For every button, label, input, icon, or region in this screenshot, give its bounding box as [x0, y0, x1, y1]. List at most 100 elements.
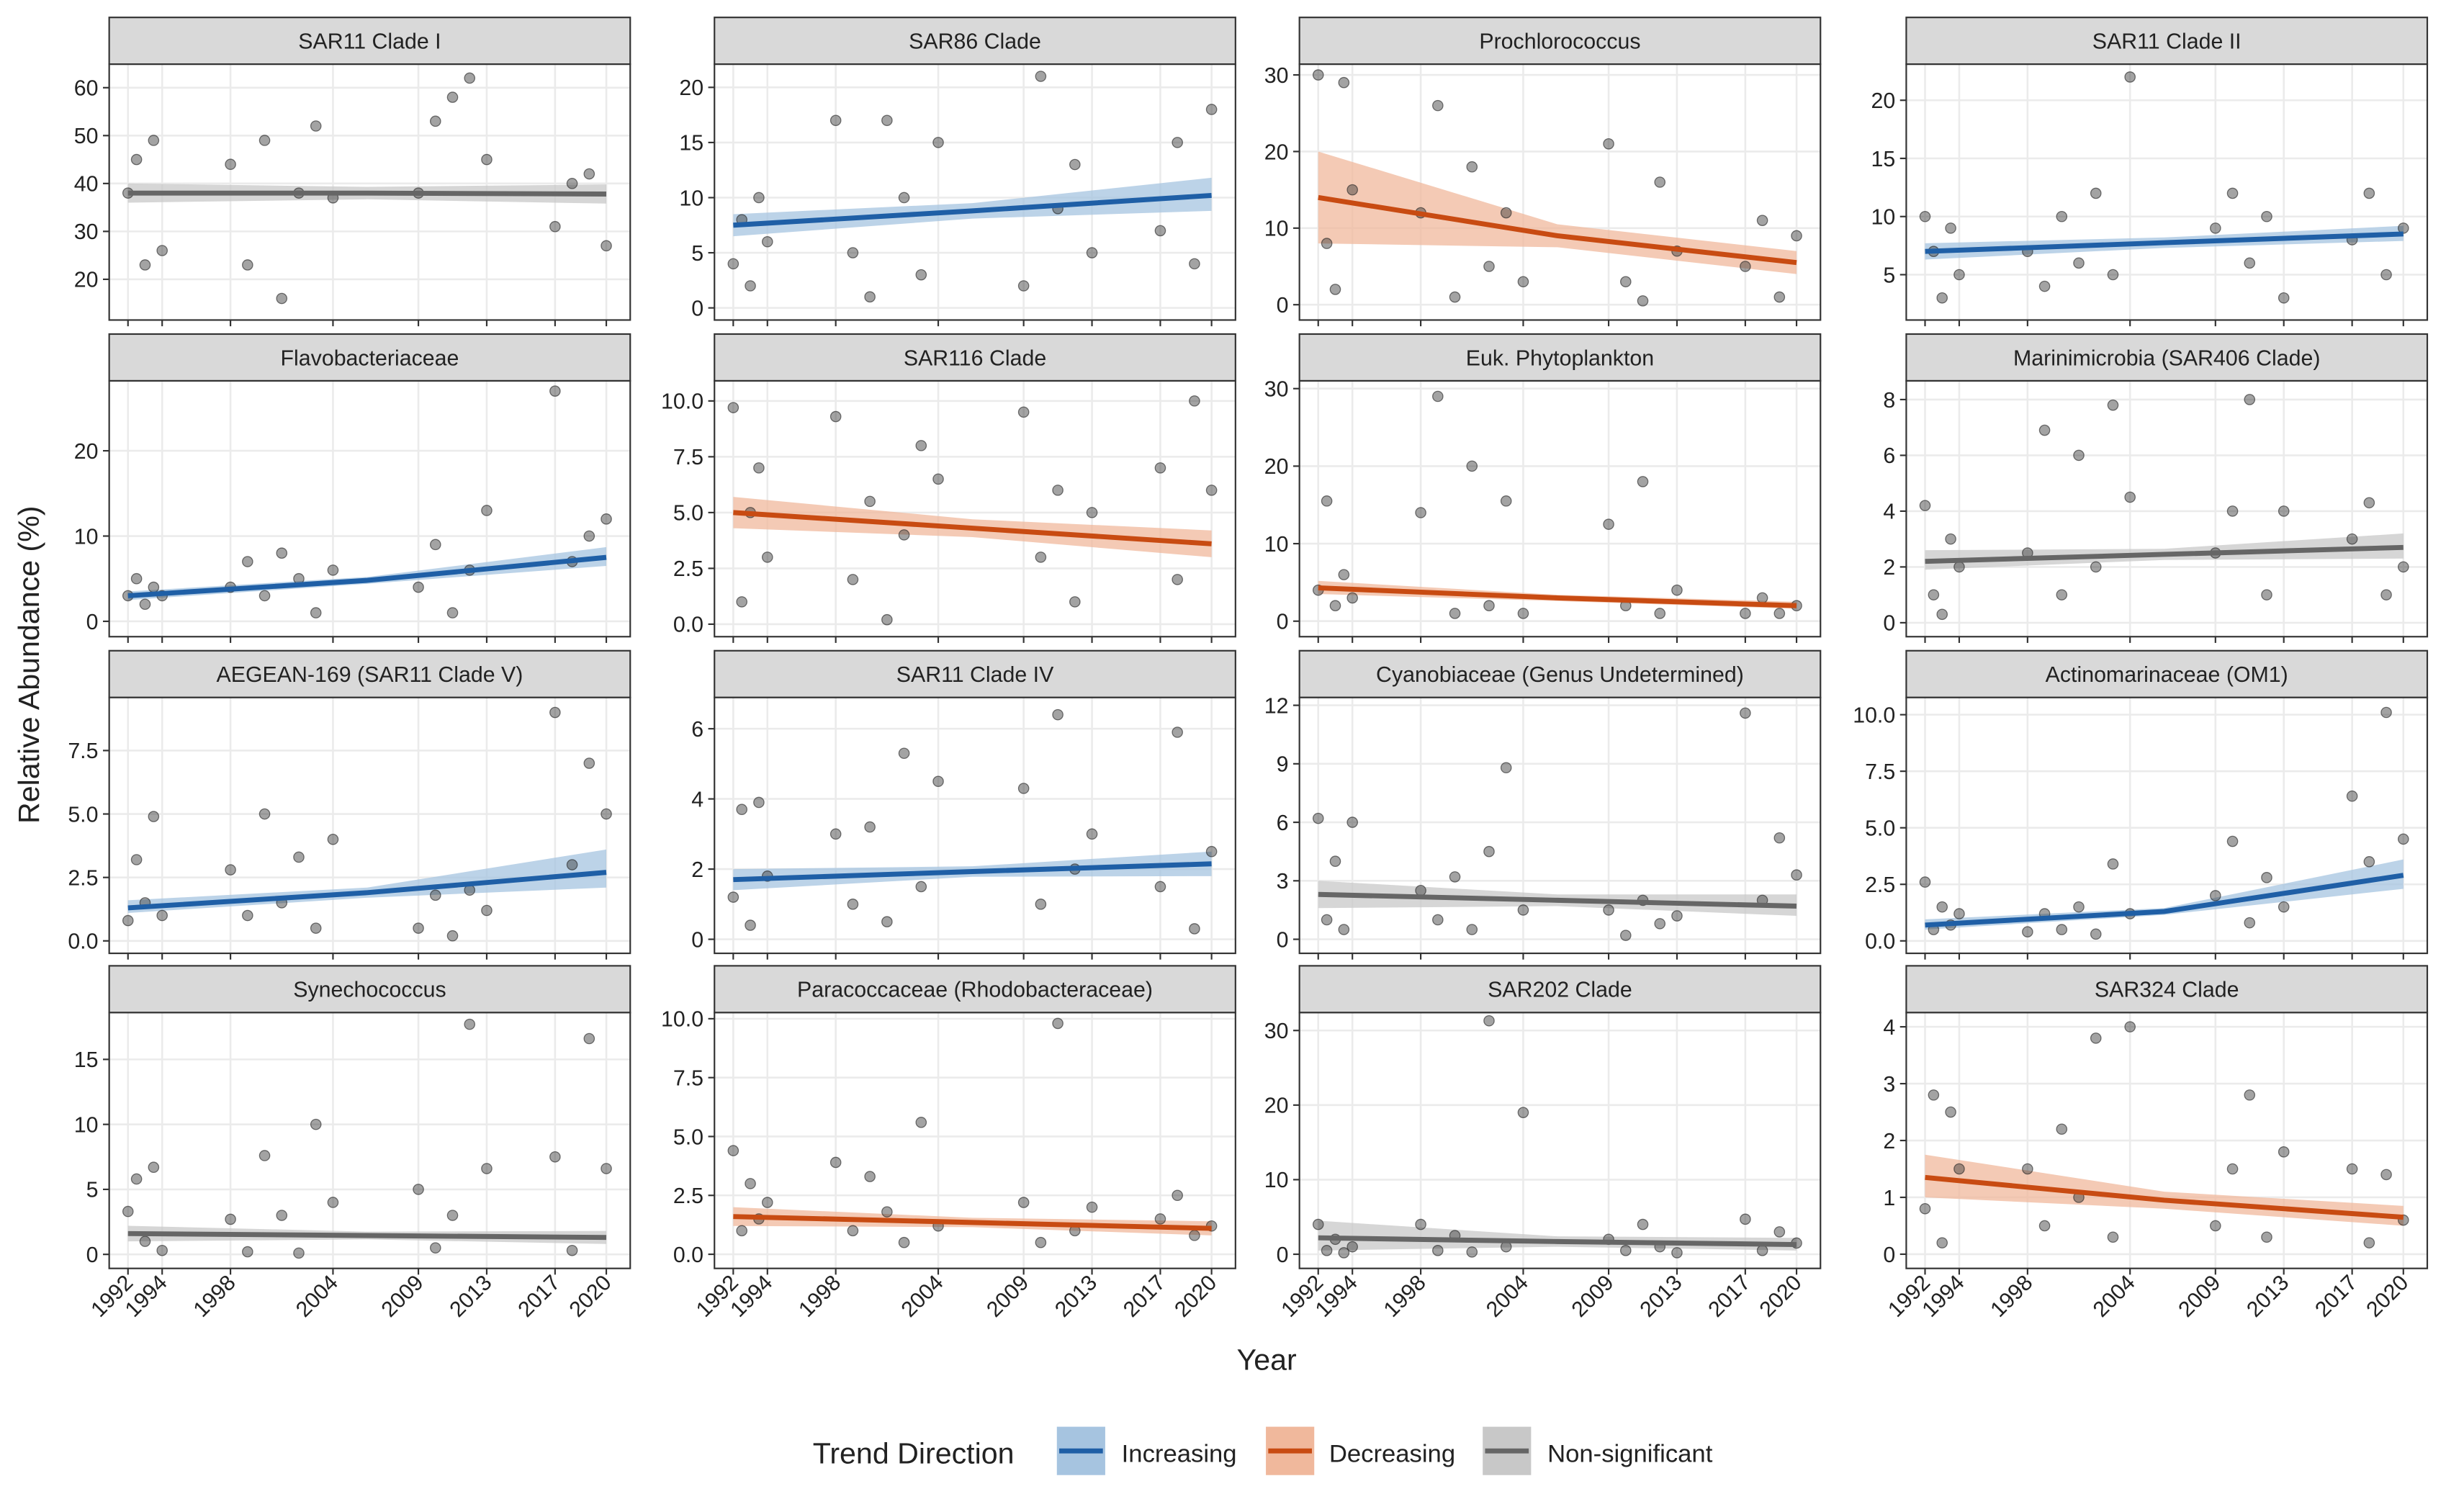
data-point	[736, 1225, 747, 1237]
trend-line	[127, 870, 607, 911]
trend-line	[1318, 585, 1797, 608]
y-tick-label: 3	[1277, 870, 1289, 894]
data-point	[932, 775, 944, 788]
data-point	[1329, 284, 1341, 295]
data-point	[139, 598, 151, 611]
data-point	[1740, 707, 1751, 719]
y-tick-label: 9	[1277, 753, 1289, 777]
data-point	[130, 572, 143, 585]
data-point	[1415, 885, 1426, 896]
strip	[1905, 333, 2429, 382]
data-point	[258, 808, 271, 820]
data-point	[1312, 69, 1324, 81]
data-point	[1312, 1218, 1324, 1230]
data-point	[829, 114, 842, 127]
data-point	[1654, 608, 1666, 619]
data-point	[1919, 876, 1931, 888]
data-point	[2380, 706, 2392, 719]
data-point	[413, 922, 424, 934]
data-point	[2226, 835, 2239, 847]
panel-border	[1298, 63, 1822, 321]
data-point	[122, 1205, 134, 1218]
panel: SAR86 Clade 0 5 10 15 20	[679, 17, 1236, 327]
legend-label: Non-significant	[1547, 1440, 1713, 1467]
data-point	[1172, 137, 1183, 148]
data-point	[310, 607, 322, 618]
data-point	[1517, 904, 1529, 916]
y-tick-label: 30	[1264, 378, 1289, 402]
plot-area	[109, 1012, 631, 1269]
data-point	[753, 192, 765, 204]
y-tick-label: 20	[679, 76, 703, 100]
data-point	[1953, 1163, 1965, 1175]
data-point	[2278, 1146, 2290, 1158]
data-point	[2038, 424, 2051, 436]
data-point	[1415, 507, 1426, 518]
data-point	[881, 613, 893, 626]
data-point	[1500, 762, 1512, 774]
data-point	[1756, 592, 1768, 604]
data-point	[1603, 138, 1614, 150]
data-point	[2397, 222, 2409, 234]
data-point	[745, 1178, 756, 1189]
data-point	[2107, 1231, 2119, 1243]
plot-area	[1299, 697, 1821, 954]
y-tick-label: 0	[1277, 928, 1289, 952]
data-point	[276, 292, 288, 305]
y-tick-label: 6	[1277, 811, 1289, 835]
y-tick-label: 1	[1883, 1187, 1895, 1210]
panel-border	[714, 63, 1236, 321]
data-point	[2090, 928, 2102, 940]
strip	[1298, 649, 1822, 698]
y-tick-label: 2.5	[1865, 873, 1895, 897]
y-tick-label: 15	[74, 1048, 99, 1072]
data-point	[847, 899, 859, 910]
data-point	[2107, 858, 2119, 870]
data-point	[1172, 1189, 1183, 1202]
panel-title: Paracoccaceae (Rhodobacteraceae)	[797, 978, 1153, 1002]
data-point	[2380, 269, 2392, 281]
y-tick-label: 10.0	[661, 390, 703, 414]
data-point	[1500, 207, 1512, 219]
trend-line	[1925, 231, 2404, 254]
y-tick-label: 20	[74, 440, 99, 464]
y-tick-label: 5	[86, 1179, 99, 1202]
data-point	[2056, 924, 2068, 935]
panel: Actinomarinaceae (OM1) 0.0 2.5 5.0 7.5 10.0	[1853, 649, 2429, 960]
data-point	[932, 137, 944, 148]
data-point	[2226, 505, 2239, 517]
y-tick-label: 5.0	[1865, 817, 1895, 841]
data-point	[1346, 1241, 1359, 1253]
y-tick-label: 10	[74, 1113, 99, 1137]
data-point	[1637, 476, 1649, 487]
y-tick-label: 3	[1883, 1073, 1895, 1097]
data-point	[1945, 1106, 1956, 1118]
data-point	[481, 505, 493, 516]
panel: AEGEAN-169 (SAR11 Clade V) 0.0 2.5 5.0 7.5	[68, 649, 631, 960]
data-point	[139, 259, 151, 271]
panel-title: Synechococcus	[293, 978, 446, 1002]
data-point	[736, 596, 747, 608]
data-point	[293, 1247, 305, 1259]
y-tick-label: 6	[691, 718, 703, 742]
data-point	[736, 804, 747, 816]
data-point	[481, 1163, 493, 1174]
data-point	[1619, 276, 1632, 288]
data-point	[464, 72, 476, 84]
panel-title: SAR11 Clade IV	[896, 663, 1054, 687]
panel-border	[108, 696, 631, 955]
data-point	[727, 891, 739, 903]
data-point	[566, 1244, 578, 1256]
panel-title: Euk. Phytoplankton	[1466, 346, 1654, 370]
data-point	[429, 115, 441, 127]
data-point	[1500, 495, 1512, 507]
data-point	[727, 402, 739, 413]
data-point	[1483, 845, 1495, 858]
y-tick-label: 0	[691, 928, 703, 952]
data-point	[276, 547, 288, 559]
data-point	[2210, 1220, 2221, 1232]
data-point	[122, 914, 134, 927]
data-point	[2278, 292, 2290, 304]
data-point	[1654, 176, 1666, 188]
data-point	[1415, 1218, 1426, 1230]
